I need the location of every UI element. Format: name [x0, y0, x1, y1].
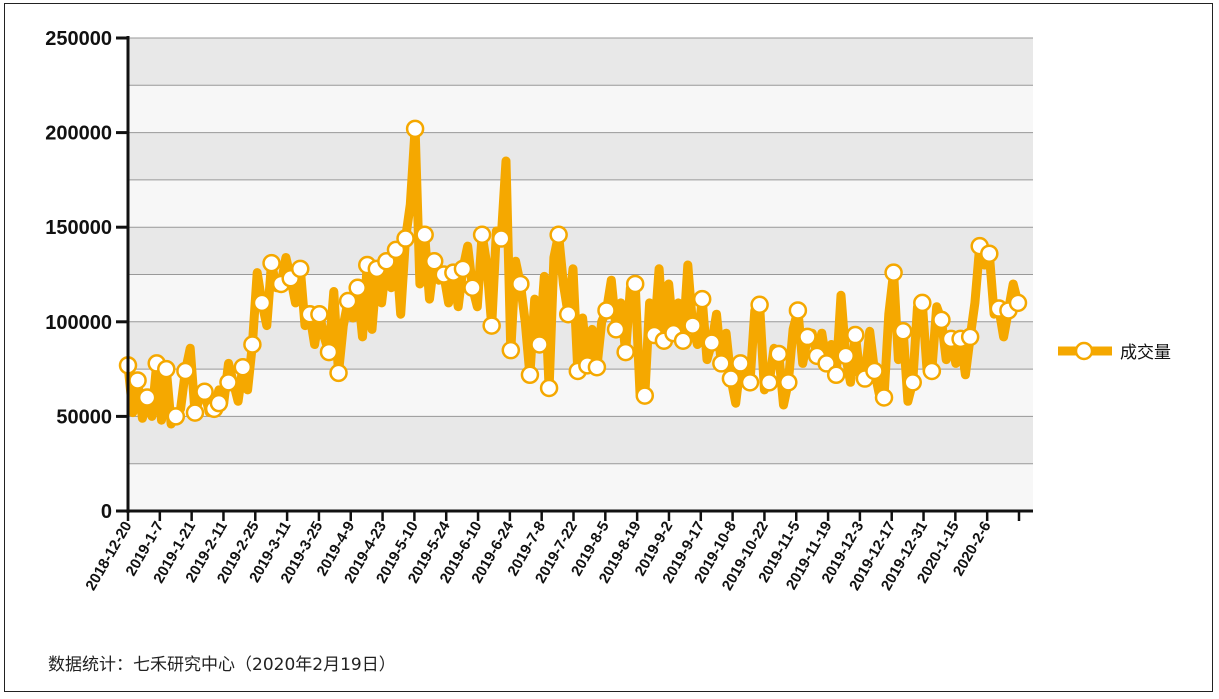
series-marker	[319, 342, 339, 362]
series-marker	[415, 225, 434, 245]
series-marker	[185, 403, 205, 422]
series-marker	[291, 259, 310, 279]
plot-band	[128, 416, 1033, 464]
legend-marker-swatch	[1074, 341, 1094, 361]
series-marker	[453, 259, 473, 279]
series-marker	[750, 295, 769, 315]
series-marker	[157, 359, 176, 379]
series-marker	[673, 331, 693, 350]
series-marker	[195, 382, 214, 402]
series-marker	[846, 325, 865, 345]
series-marker	[606, 320, 626, 339]
series-marker	[396, 229, 415, 248]
series-marker	[836, 346, 855, 366]
series-marker	[137, 388, 157, 407]
legend: 成交量	[1058, 341, 1171, 363]
series-marker	[348, 278, 367, 297]
legend-label: 成交量	[1120, 343, 1171, 363]
y-tick-label: 200000	[45, 123, 112, 145]
series-marker	[252, 293, 272, 313]
series-marker	[405, 119, 425, 139]
plot-band	[128, 85, 1033, 133]
series-marker	[922, 361, 942, 381]
series-marker	[501, 340, 521, 360]
series-marker	[128, 371, 147, 390]
series-marker	[759, 373, 779, 392]
series-marker	[243, 335, 262, 354]
series-marker	[219, 373, 238, 392]
series-marker	[874, 388, 894, 407]
series-marker	[463, 278, 482, 297]
series-marker	[233, 357, 253, 377]
series-marker	[310, 304, 329, 324]
series-marker	[826, 365, 846, 385]
series-marker	[625, 274, 645, 294]
series-marker	[329, 363, 348, 383]
series-marker	[491, 229, 511, 248]
series-marker	[913, 293, 932, 313]
series-marker	[798, 327, 817, 347]
plot-band	[128, 179, 1033, 228]
series-marker	[597, 301, 616, 320]
y-tick-label: 50000	[56, 406, 112, 428]
series-marker	[616, 342, 635, 362]
series-marker	[166, 407, 186, 426]
series-marker	[587, 357, 607, 377]
series-marker	[712, 354, 731, 373]
series-marker	[788, 301, 808, 320]
series-marker	[558, 304, 578, 324]
series-marker	[779, 373, 798, 392]
series-marker	[1008, 293, 1028, 313]
series-marker	[549, 225, 568, 245]
series-marker	[903, 373, 922, 392]
x-tick-label: 2018-12-20	[82, 519, 135, 594]
series-marker	[731, 354, 750, 373]
series-markers	[118, 119, 1028, 426]
series-marker	[740, 373, 760, 392]
plot-band	[128, 132, 1033, 180]
y-tick-label: 150000	[45, 217, 112, 239]
series-marker	[702, 333, 722, 352]
x-axis-ticks: 2018-12-202019-1-72019-1-212019-2-112019…	[82, 511, 1021, 594]
series-marker	[884, 263, 903, 282]
series-marker	[209, 393, 229, 413]
series-marker	[692, 289, 712, 309]
y-tick-label: 100000	[45, 312, 112, 334]
series-marker	[530, 335, 549, 354]
plot-band	[128, 38, 1033, 86]
y-tick-label: 0	[101, 501, 112, 523]
y-tick-label: 250000	[45, 28, 112, 50]
series-marker	[769, 344, 789, 364]
series-marker	[893, 322, 913, 341]
series-marker	[511, 274, 530, 294]
series-marker	[635, 386, 655, 405]
y-axis-ticks: 0 50000 100000 150000 200000 250000	[45, 28, 128, 523]
series-marker	[960, 327, 980, 347]
series-marker	[176, 361, 195, 381]
series-marker	[683, 316, 702, 335]
series-marker	[932, 310, 951, 330]
series-marker	[520, 365, 540, 385]
series-marker	[262, 253, 281, 273]
series-marker	[472, 225, 492, 245]
series-marker	[482, 316, 501, 335]
data-source-note: 数据统计：七禾研究中心（2020年2月19日）	[48, 655, 396, 675]
series-marker	[980, 244, 999, 263]
plot-band	[128, 463, 1033, 511]
series-marker	[865, 361, 884, 381]
series-marker	[338, 291, 358, 311]
series-marker	[539, 378, 559, 398]
series-marker	[721, 369, 741, 388]
series-marker	[424, 252, 444, 271]
axes	[126, 36, 1033, 513]
